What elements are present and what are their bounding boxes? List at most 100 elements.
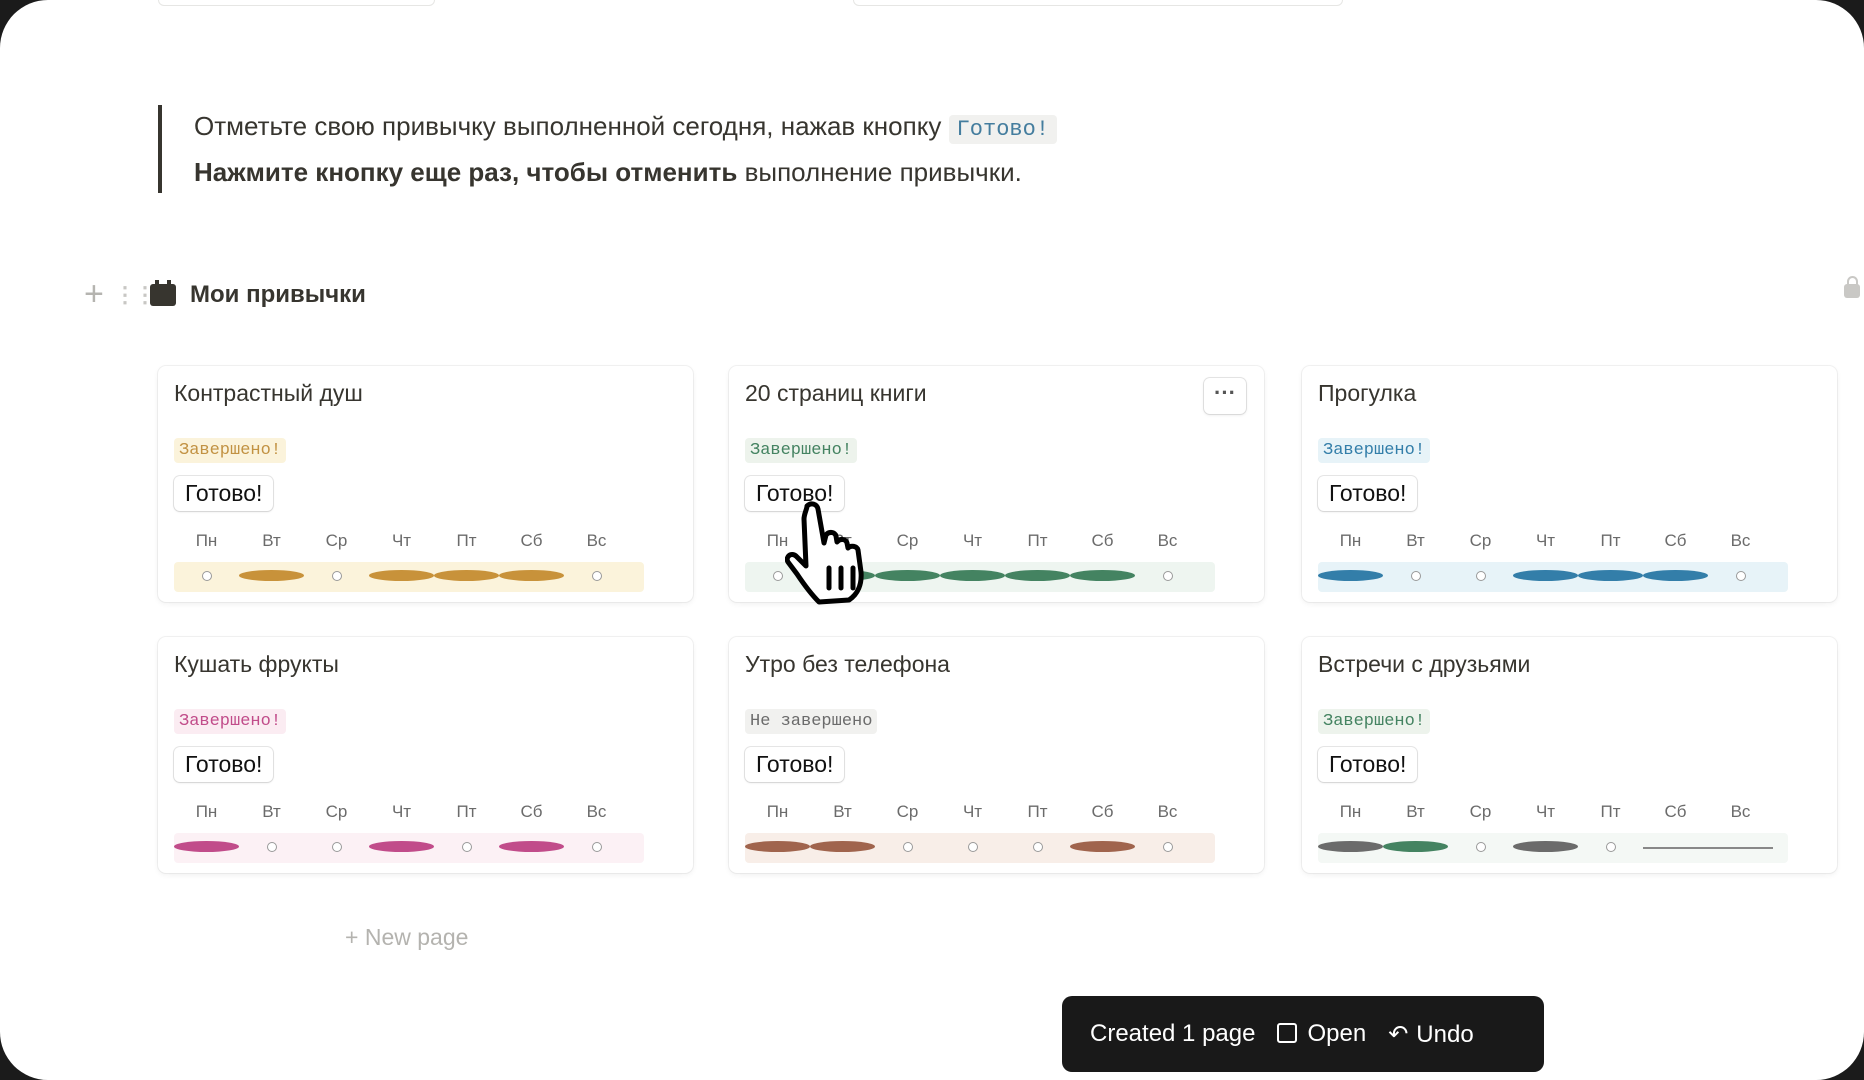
- filled-circle-icon: [434, 570, 499, 581]
- day-label: Вт: [262, 531, 281, 550]
- day-label: Чт: [1535, 531, 1556, 550]
- day-not-done: [1448, 839, 1513, 857]
- week-tracker: Пн Вт Ср Чт Пт Сб Вс: [174, 797, 644, 863]
- day-label: Чт: [391, 802, 412, 821]
- empty-circle-icon: [902, 842, 913, 852]
- week-tracker: Пн Вт Ср Чт Пт Сб Вс: [1318, 797, 1788, 863]
- done-button[interactable]: Готово!: [1318, 476, 1418, 511]
- property-field: [853, 0, 1343, 6]
- day-label: Сб: [1664, 531, 1687, 550]
- day-done: [499, 839, 564, 857]
- day-label: Вт: [1406, 531, 1425, 550]
- callout-quote: Отметьте свою привычку выполненной сегод…: [158, 105, 1058, 193]
- status-badge: Завершено!: [1318, 709, 1431, 734]
- day-not-done: [1135, 568, 1200, 586]
- new-page-label: New page: [364, 924, 469, 950]
- hand-cursor-icon: [785, 501, 864, 605]
- habit-title: 20 страниц книги: [745, 380, 927, 406]
- day-label: Чт: [962, 802, 983, 821]
- day-label: Пт: [1027, 802, 1048, 821]
- day-label: Пт: [1027, 531, 1048, 550]
- day-label: Сб: [1664, 802, 1687, 821]
- day-not-done: [239, 839, 304, 857]
- callout-bold: Нажмите кнопку еще раз, чтобы отменить: [194, 157, 738, 187]
- done-button[interactable]: Готово!: [174, 747, 274, 782]
- empty-circle-icon: [331, 842, 342, 852]
- day-label: Чт: [962, 531, 983, 550]
- day-label: Вс: [1730, 802, 1751, 821]
- day-empty: [1708, 839, 1773, 857]
- done-button[interactable]: Готово!: [174, 476, 274, 511]
- lock-icon[interactable]: [1844, 276, 1860, 298]
- empty-circle-icon: [201, 571, 212, 581]
- day-not-done: [1005, 839, 1070, 857]
- day-not-done: [745, 568, 810, 586]
- toast-open-button[interactable]: Open: [1277, 1020, 1366, 1048]
- filled-circle-icon: [369, 570, 434, 581]
- day-label: Ср: [896, 802, 919, 821]
- habit-card[interactable]: Прогулка Завершено! Готово! Пн Вт Ср Чт Пт Сб…: [1302, 366, 1837, 602]
- week-tracker: Пн Вт Ср Чт Пт Сб Вс: [745, 797, 1215, 863]
- empty-circle-icon: [591, 842, 602, 852]
- filled-circle-icon: [369, 841, 434, 852]
- habit-title: Кушать фрукты: [174, 651, 339, 677]
- filled-circle-icon: [1070, 570, 1135, 581]
- habit-card[interactable]: Контрастный душ Завершено! Готово! Пн Вт С…: [158, 366, 693, 602]
- day-done: [1070, 839, 1135, 857]
- filled-circle-icon: [875, 570, 940, 581]
- day-label: Вс: [586, 531, 607, 550]
- day-label: Пн: [195, 802, 218, 821]
- done-button[interactable]: Готово!: [1318, 747, 1418, 782]
- day-not-done: [940, 839, 1005, 857]
- day-not-done: [1135, 839, 1200, 857]
- day-label: Пт: [1600, 802, 1621, 821]
- undo-label: Undo: [1416, 1020, 1474, 1048]
- filled-circle-icon: [1513, 570, 1578, 581]
- done-button[interactable]: Готово!: [745, 747, 845, 782]
- habit-card[interactable]: Кушать фрукты Завершено! Готово! Пн Вт Ср Ч…: [158, 637, 693, 873]
- filled-circle-icon: [1513, 841, 1578, 852]
- day-done: [875, 568, 940, 586]
- day-label: Пт: [1600, 531, 1621, 550]
- new-page-button[interactable]: + New page: [345, 924, 469, 950]
- plus-icon[interactable]: +: [84, 275, 104, 313]
- done-button[interactable]: Готово!: [745, 476, 845, 511]
- day-label: Ср: [1469, 802, 1492, 821]
- empty-circle-icon: [772, 571, 783, 581]
- habit-card[interactable]: Встречи с друзьями Завершено! Готово! Пн…: [1302, 637, 1837, 873]
- filled-circle-icon: [810, 841, 875, 852]
- status-badge: Завершено!: [174, 438, 287, 463]
- day-label: Сб: [520, 802, 543, 821]
- day-label: Вс: [586, 802, 607, 821]
- day-label: Пн: [766, 531, 789, 550]
- day-done: [174, 839, 239, 857]
- day-done: [1005, 568, 1070, 586]
- day-label: Сб: [1091, 531, 1114, 550]
- drag-handle-icon[interactable]: ⋮⋮: [114, 281, 156, 307]
- day-label: Сб: [520, 531, 543, 550]
- filled-circle-icon: [1005, 570, 1070, 581]
- more-options-button[interactable]: ···: [1204, 378, 1246, 414]
- day-done: [1513, 568, 1578, 586]
- day-done: [1318, 839, 1383, 857]
- day-done: [369, 839, 434, 857]
- database-title[interactable]: Мои привычки: [190, 280, 366, 308]
- day-label: Вт: [833, 802, 852, 821]
- day-label: Пн: [766, 802, 789, 821]
- week-tracker: Пн Вт Ср Чт Пт Сб Вс: [174, 526, 644, 592]
- filled-circle-icon: [1578, 570, 1643, 581]
- day-done: [1643, 568, 1708, 586]
- day-label: Вт: [262, 802, 281, 821]
- database-header: + ⋮⋮ Мои привычки: [84, 275, 366, 314]
- open-icon: [1277, 1023, 1298, 1043]
- day-not-done: [875, 839, 940, 857]
- day-not-done: [304, 568, 369, 586]
- dash-icon: [1643, 846, 1708, 849]
- filled-circle-icon: [239, 570, 304, 581]
- day-not-done: [1448, 568, 1513, 586]
- habit-card[interactable]: Утро без телефона Не завершено Готово! П…: [729, 637, 1264, 873]
- day-label: Пт: [456, 802, 477, 821]
- calendar-icon: [150, 279, 176, 306]
- toast-undo-button[interactable]: ↶ Undo: [1388, 1020, 1473, 1049]
- habit-title: Утро без телефона: [745, 651, 950, 677]
